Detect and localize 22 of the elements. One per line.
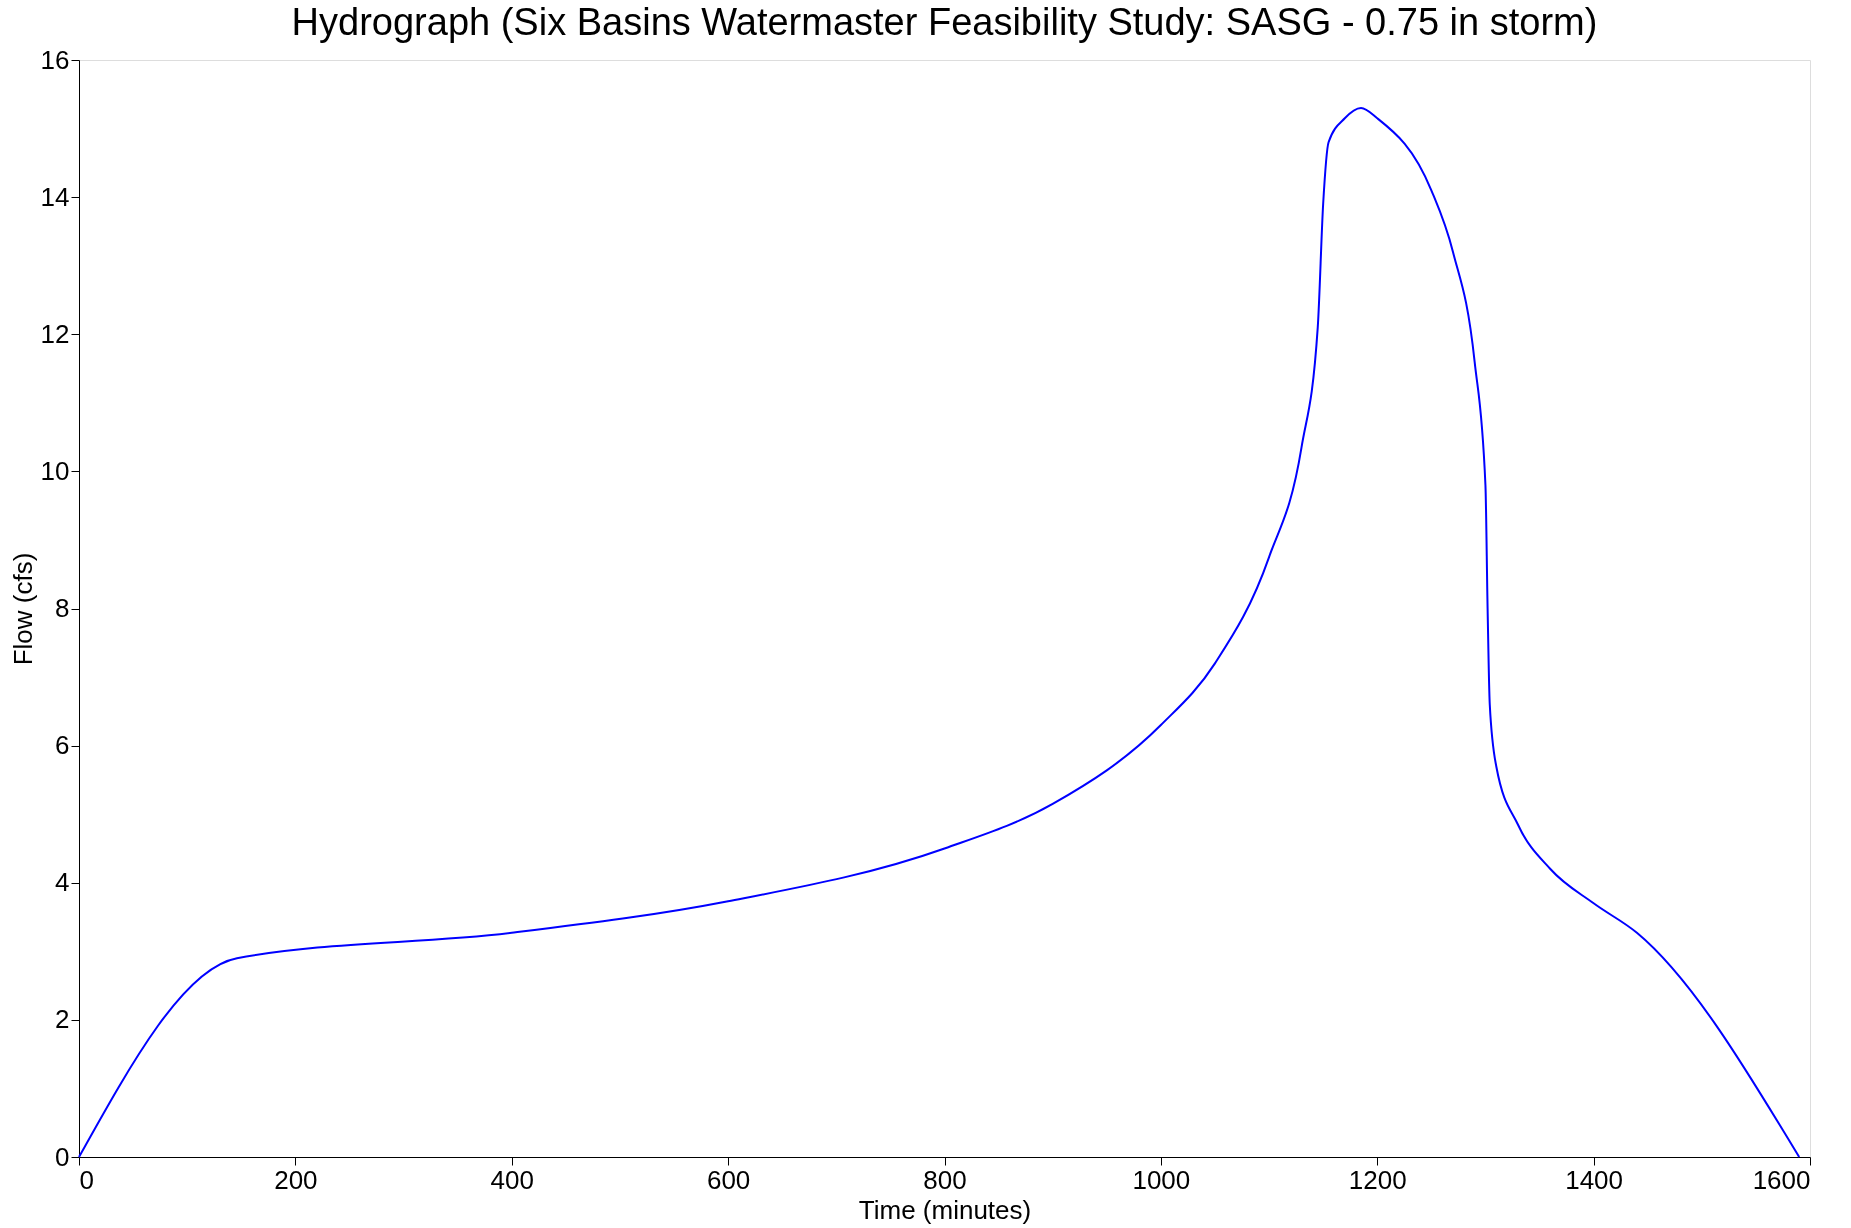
y-tick-label: 8 — [55, 593, 70, 623]
line-series — [78, 106, 1801, 1158]
y-tick-label: 0 — [55, 1141, 70, 1172]
x-tick-label: 200 — [274, 1164, 318, 1195]
x-tick-label: 1600 — [1752, 1164, 1811, 1195]
x-tick-label: 800 — [923, 1164, 967, 1195]
x-tick-label: 1400 — [1565, 1164, 1624, 1195]
x-tick-label: 400 — [490, 1164, 534, 1195]
y-tick-label: 10 — [40, 455, 70, 486]
y-tick-label: 6 — [55, 730, 70, 761]
x-tick-label: 600 — [706, 1164, 751, 1195]
y-tick-label: 4 — [55, 867, 70, 898]
chart-title: Hydrograph (Six Basins Watermaster Feasibility Study: SASG - 0.75 in storm) — [291, 1, 1598, 43]
x-tick-label: 0 — [79, 1164, 94, 1195]
x-tick-label: 1000 — [1132, 1164, 1191, 1195]
y-axis-title: Flow (cfs) — [7, 552, 38, 666]
y-tick-label: 12 — [40, 318, 70, 349]
y-tick-label: 14 — [40, 181, 70, 212]
y-tick-label: 16 — [40, 44, 70, 75]
x-tick-label: 1200 — [1348, 1164, 1407, 1195]
y-tick-label: 2 — [55, 1004, 70, 1035]
x-axis-title: Time (minutes) — [858, 1194, 1032, 1225]
